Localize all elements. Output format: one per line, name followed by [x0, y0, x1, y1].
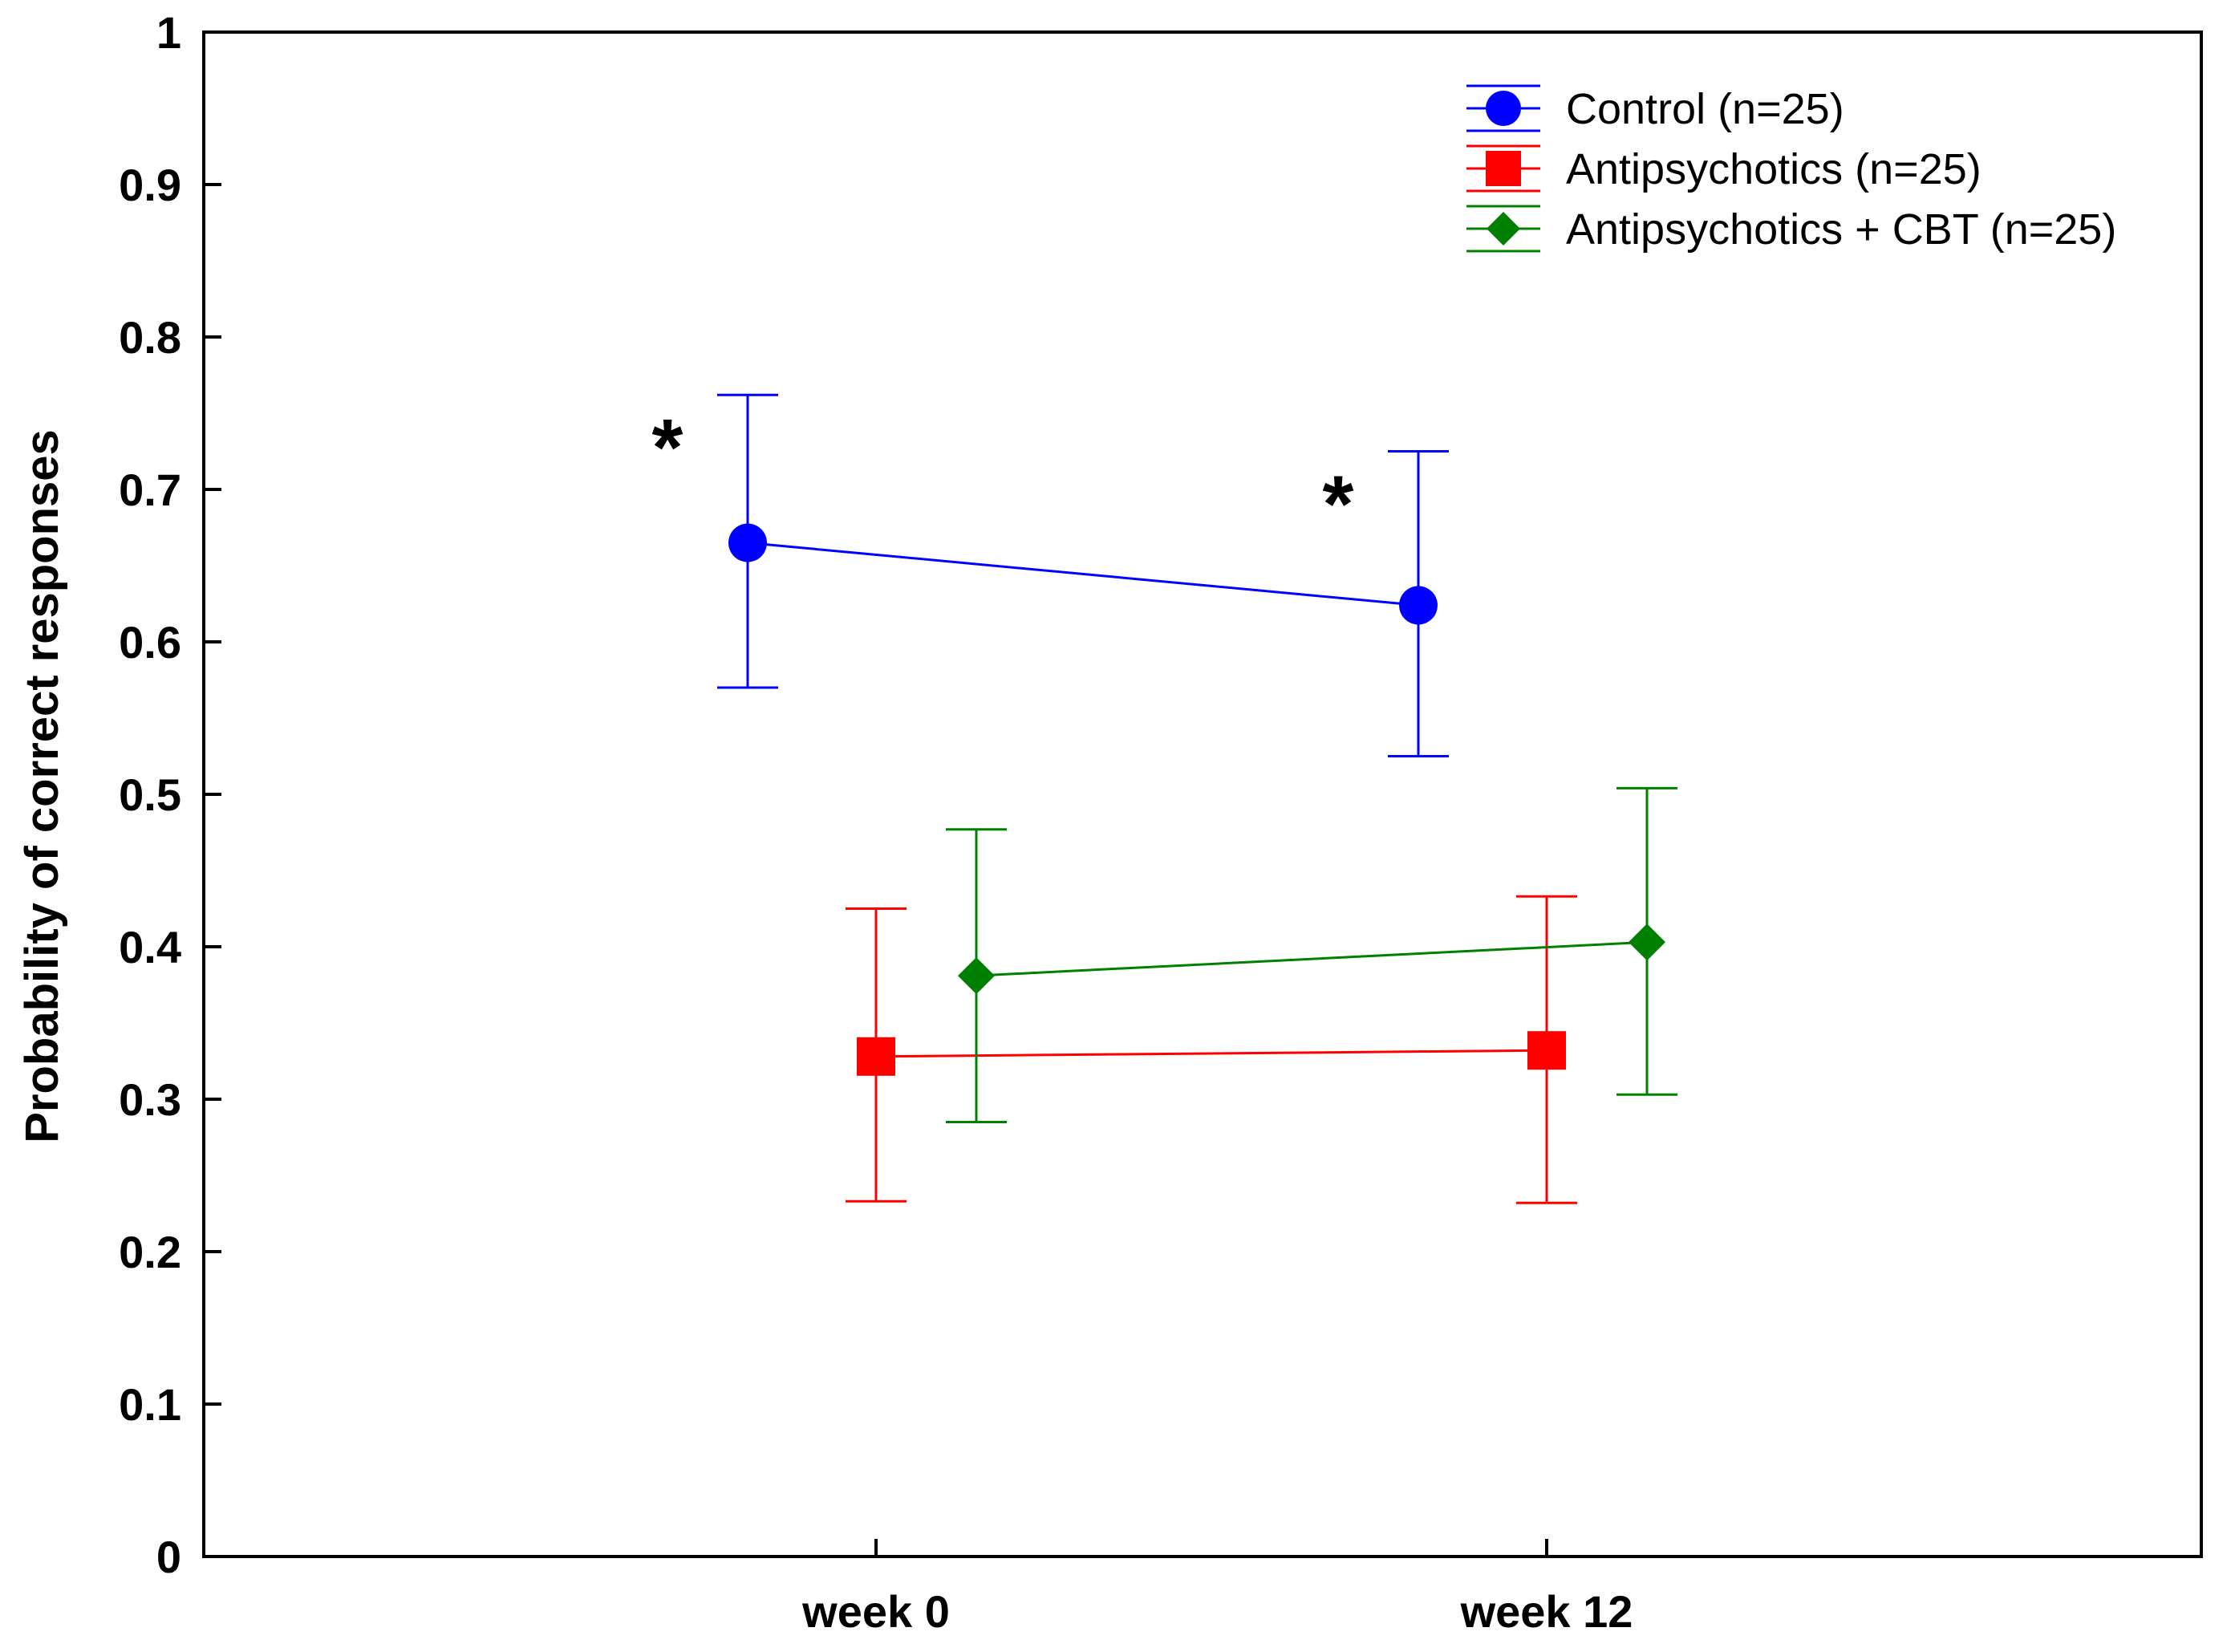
legend-marker [1486, 91, 1521, 126]
plot-frame [202, 30, 2203, 1558]
y-tick-label: 0.6 [119, 617, 181, 668]
series-line [747, 542, 1419, 607]
legend-item: Control (n=25) [1466, 84, 1844, 133]
y-tick-label: 0.2 [119, 1227, 181, 1277]
data-point [728, 523, 767, 562]
y-tick-label: 0.3 [119, 1074, 181, 1125]
data-point [1527, 1031, 1566, 1070]
y-tick-label: 0.8 [119, 312, 181, 363]
annotation-layer: ** [652, 403, 1354, 549]
data-point [857, 1037, 895, 1076]
legend-label: Antipsychotics (n=25) [1566, 145, 1981, 193]
legend-item: Antipsychotics (n=25) [1466, 144, 1981, 193]
y-tick-label: 0 [156, 1532, 181, 1582]
y-axis: 0 0.1 0.2 0.3 0.4 0.5 0.6 0.7 0.8 0.9 1 [119, 7, 221, 1582]
legend-marker [1487, 212, 1520, 246]
legend-marker [1486, 151, 1521, 186]
data-point [1399, 586, 1438, 625]
y-axis-title: Probability of correct responses [16, 429, 68, 1143]
legend-label: Antipsychotics + CBT (n=25) [1566, 205, 2116, 254]
legend: Control (n=25) Antipsychotics (n=25) Antip… [1466, 84, 2116, 254]
data-point [1629, 923, 1665, 961]
x-axis: week 0 week 12 [801, 1539, 1633, 1637]
y-tick-label: 0.9 [119, 160, 181, 210]
x-tick-label: week 0 [801, 1586, 950, 1637]
legend-item: Antipsychotics + CBT (n=25) [1466, 205, 2116, 254]
series-line [976, 940, 1648, 977]
data-point [958, 957, 995, 995]
series-group [717, 393, 1449, 757]
y-tick-label: 1 [156, 7, 181, 58]
series-group [946, 786, 1677, 1123]
y-tick-label: 0.5 [119, 769, 181, 820]
legend-label: Control (n=25) [1566, 85, 1844, 133]
significance-marker: * [652, 403, 683, 493]
series-line [875, 1049, 1547, 1058]
y-tick-label: 0.4 [119, 922, 181, 972]
significance-marker: * [1323, 460, 1354, 550]
series-group [846, 895, 1577, 1204]
y-tick-label: 0.1 [119, 1379, 181, 1430]
series-layer [717, 393, 1677, 1204]
y-tick-label: 0.7 [119, 465, 181, 515]
x-tick-label: week 12 [1460, 1586, 1633, 1637]
